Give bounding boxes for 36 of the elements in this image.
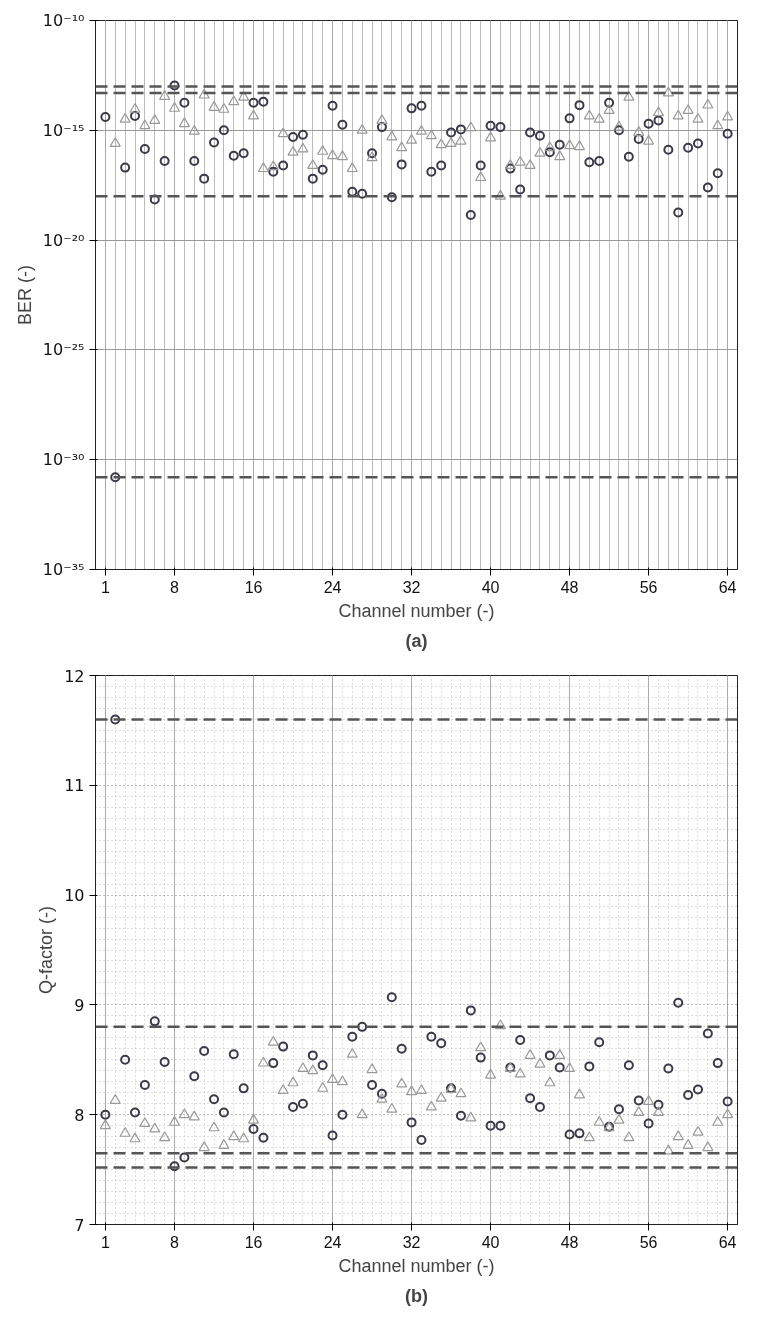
y-tick-label: 7 [74,1215,85,1235]
y-tick-label: 12 [64,666,85,686]
x-tick-label: 24 [323,1233,342,1251]
x-axis-title: Channel number (-) [338,600,495,621]
y-tick-label: 10⁻³⁵ [42,560,85,579]
x-axis-title: Channel number (-) [338,1255,495,1276]
text: (a) [405,630,428,651]
text: (b) [405,1285,428,1306]
x-tick-label: 8 [170,1233,180,1251]
x-tick-label: 64 [718,578,737,596]
x-tick-label: 32 [402,1233,421,1251]
y-tick-label: 11 [64,776,85,796]
x-tick-label: 16 [244,578,263,596]
x-tick-label: 56 [639,1233,658,1251]
y-tick-label: 10⁻³⁰ [42,450,85,470]
y-tick-label: 10⁻²⁵ [42,340,85,360]
x-tick-label: 32 [402,578,421,596]
x-tick-label: 16 [244,1233,263,1251]
x-tick-label: 40 [481,1233,500,1251]
x-tick-label: 8 [170,578,180,596]
x-tick-label: 64 [718,1233,737,1251]
y-axis-title: BER (-) [14,265,35,325]
y-tick-label: 10 [64,886,85,906]
y-tick-label: 10⁻¹⁵ [42,120,85,140]
y-tick-label: 8 [74,1105,85,1125]
y-tick-label: 9 [74,995,85,1015]
x-tick-label: 48 [560,578,579,596]
x-tick-label: 1 [100,578,110,596]
y-tick-label: 10⁻²⁰ [42,230,85,250]
x-tick-label: 24 [323,578,342,596]
x-tick-label: 1 [100,1233,110,1251]
x-tick-label: 40 [481,578,500,596]
x-tick-label: 56 [639,578,658,596]
y-tick-label: 10⁻¹⁰ [42,11,85,30]
y-axis-title: Q-factor (-) [36,906,57,994]
x-tick-label: 48 [560,1233,579,1251]
